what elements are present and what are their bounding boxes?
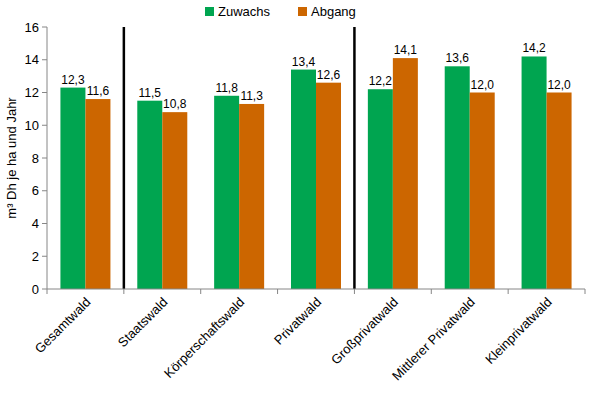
- x-tick: [123, 289, 124, 294]
- y-tick: [42, 190, 47, 191]
- data-label: 13,4: [292, 55, 316, 69]
- x-tick: [508, 289, 509, 294]
- data-label: 11,5: [139, 86, 162, 100]
- legend-label: Abgang: [311, 4, 356, 19]
- x-tick-label: Privatwald: [271, 295, 324, 348]
- y-tick-label: 6: [32, 183, 39, 198]
- bar: [162, 112, 187, 289]
- separator: [123, 27, 126, 289]
- y-tick-label: 12: [25, 85, 39, 100]
- bars: [60, 56, 571, 289]
- x-tick-label: Großprivatwald: [328, 295, 401, 368]
- legend-swatch: [298, 7, 307, 16]
- x-tick-label: Mittlerer Privatwald: [389, 295, 478, 384]
- data-label: 13,6: [446, 51, 470, 65]
- y-tick-label: 16: [25, 20, 39, 35]
- separator: [353, 27, 356, 289]
- data-label: 12,6: [317, 68, 341, 82]
- x-tick: [354, 289, 355, 294]
- bar: [214, 96, 239, 289]
- data-label: 14,2: [522, 41, 546, 55]
- y-tick: [42, 59, 47, 60]
- chart: 12,3 11,5 11,8 13,4 12,2 13,6 14,2 11,6 10,8 11,3…: [0, 0, 600, 401]
- y-tick-label: 10: [25, 118, 39, 133]
- data-label: 12,0: [471, 78, 495, 92]
- x-tick: [47, 289, 48, 294]
- y-tick-label: 2: [32, 249, 39, 264]
- y-tick: [42, 125, 47, 126]
- data-label: 11,3: [240, 89, 263, 103]
- data-label: 12,2: [369, 74, 393, 88]
- y-tick: [42, 223, 47, 224]
- y-tick-label: 8: [32, 151, 39, 166]
- x-tick: [277, 289, 278, 294]
- x-tick-label: Gesamtwald: [32, 295, 94, 357]
- data-label: 12,0: [547, 78, 571, 92]
- y-tick: [42, 158, 47, 159]
- legend-label: Zuwachs: [218, 4, 271, 19]
- bar: [291, 70, 316, 289]
- bar: [393, 58, 418, 289]
- x-tick: [585, 289, 586, 294]
- bar: [316, 83, 341, 289]
- x-tick-label: Kleinprivatwald: [482, 295, 554, 367]
- y-tick: [42, 92, 47, 93]
- y-axis-label: m³ Dh je ha und Jahr: [4, 97, 19, 219]
- x-tick-label: Staatswald: [115, 295, 171, 351]
- y-tick: [42, 27, 47, 28]
- bar: [547, 93, 572, 290]
- bar: [445, 66, 470, 289]
- bar: [470, 93, 495, 290]
- data-label: 12,3: [61, 73, 85, 87]
- data-label: 14,1: [394, 43, 418, 57]
- data-label: 11,8: [215, 81, 238, 95]
- y-tick-label: 4: [32, 216, 39, 231]
- legend-swatch: [205, 7, 214, 16]
- data-label: 10,8: [163, 97, 187, 111]
- bar: [368, 89, 393, 289]
- bar: [137, 101, 162, 289]
- y-tick-label: 14: [25, 52, 39, 67]
- x-tick: [431, 289, 432, 294]
- data-label: 11,6: [87, 84, 110, 98]
- bar: [522, 56, 547, 289]
- x-tick: [200, 289, 201, 294]
- y-tick: [42, 289, 47, 290]
- x-tick-label: Körperschaftswald: [161, 295, 247, 381]
- y-tick: [42, 256, 47, 257]
- bar: [239, 104, 264, 289]
- y-tick-label: 0: [32, 282, 39, 297]
- bar: [60, 88, 85, 289]
- x-axis: [47, 289, 585, 290]
- bar: [85, 99, 110, 289]
